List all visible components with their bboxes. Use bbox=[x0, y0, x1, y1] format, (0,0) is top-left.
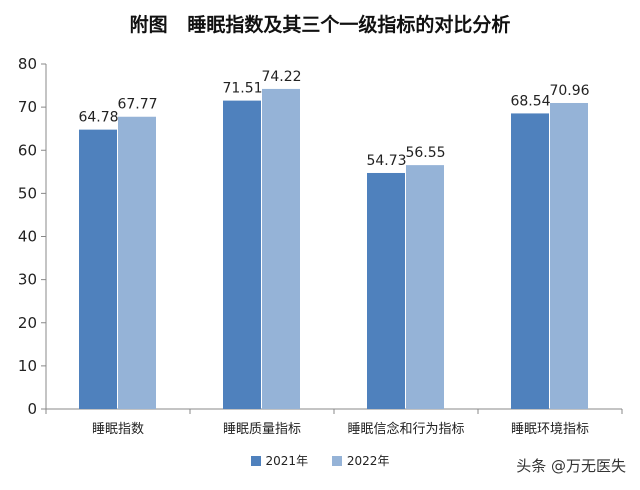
bar bbox=[550, 102, 588, 410]
bar bbox=[511, 113, 549, 409]
data-label: 56.55 bbox=[405, 145, 445, 161]
data-label: 71.51 bbox=[222, 81, 262, 97]
x-tick-label: 睡眠环境指标 bbox=[511, 422, 589, 437]
bar bbox=[79, 129, 117, 410]
chart-title: 附图 睡眠指数及其三个一级指标的对比分析 bbox=[129, 14, 511, 36]
y-tick-label: 30 bbox=[18, 271, 37, 289]
legend-label-2022: 2022年 bbox=[346, 454, 390, 468]
y-tick-label: 0 bbox=[27, 400, 37, 418]
y-tick-label: 50 bbox=[18, 184, 37, 202]
bar bbox=[262, 88, 300, 410]
y-tick-label: 70 bbox=[18, 98, 37, 116]
legend: 2021年 2022年 bbox=[0, 452, 640, 469]
y-tick-label: 20 bbox=[18, 314, 37, 332]
data-label: 64.78 bbox=[78, 110, 118, 126]
data-label: 67.77 bbox=[117, 97, 157, 113]
x-tick-label: 睡眠质量指标 bbox=[223, 422, 301, 437]
legend-swatch-2021 bbox=[250, 455, 261, 466]
bar bbox=[406, 165, 444, 409]
x-tick-label: 睡眠信念和行为指标 bbox=[347, 421, 464, 437]
data-label: 54.73 bbox=[366, 153, 406, 169]
legend-item-2021: 2021年 bbox=[250, 452, 309, 469]
data-label: 68.54 bbox=[510, 93, 550, 109]
legend-item-2022: 2022年 bbox=[331, 452, 390, 469]
bar bbox=[367, 172, 405, 409]
data-label: 70.96 bbox=[549, 83, 589, 99]
legend-label-2021: 2021年 bbox=[265, 454, 309, 468]
bar bbox=[223, 100, 261, 409]
x-tick-label: 睡眠指数 bbox=[92, 422, 144, 437]
data-label: 74.22 bbox=[261, 69, 301, 85]
y-tick-label: 80 bbox=[18, 55, 37, 73]
y-tick-label: 60 bbox=[18, 141, 37, 159]
y-tick-label: 10 bbox=[18, 357, 37, 375]
watermark: 头条 @万无医失 bbox=[516, 457, 626, 475]
legend-swatch-2022 bbox=[331, 455, 342, 466]
bar bbox=[118, 116, 156, 409]
y-tick-label: 40 bbox=[18, 228, 37, 246]
